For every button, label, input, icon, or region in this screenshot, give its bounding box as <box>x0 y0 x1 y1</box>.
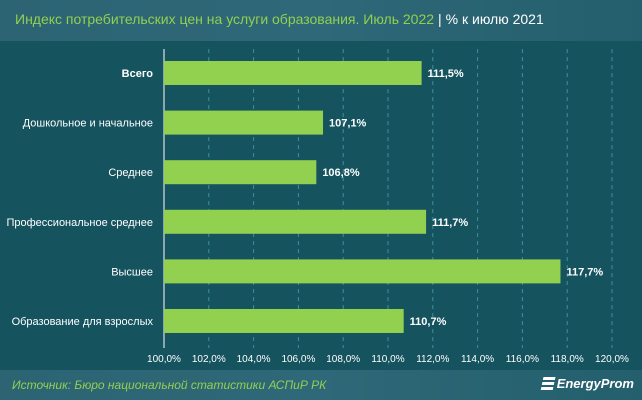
x-tick-label: 114,0% <box>461 354 494 365</box>
x-tick-label: 120,0% <box>595 354 629 365</box>
x-tick-label: 108,0% <box>326 354 360 365</box>
category-label: Дошкольное и начальное <box>23 118 153 130</box>
footer: Источник: Бюро национальной статистики А… <box>0 370 642 400</box>
bar <box>164 309 404 333</box>
title-text: Индекс потребительских цен на услуги обр… <box>15 11 435 27</box>
header: Индекс потребительских цен на услуги обр… <box>0 0 642 41</box>
category-label: Всего <box>122 68 154 80</box>
source-note: Источник: Бюро национальной статистики А… <box>12 378 327 392</box>
category-label: Профессиональное среднее <box>6 217 153 229</box>
value-label: 111,7% <box>432 217 468 229</box>
category-label: Образование для взрослых <box>12 316 154 328</box>
bar <box>164 110 324 135</box>
bar <box>164 259 561 284</box>
energyprom-logo: EnergyProm <box>540 376 634 391</box>
category-label: Высшее <box>111 266 153 278</box>
logo-icon <box>540 376 556 391</box>
x-tick-label: 116,0% <box>506 354 539 365</box>
value-label: 110,7% <box>410 316 447 328</box>
x-tick-label: 112,0% <box>416 354 449 365</box>
value-label: 117,7% <box>566 266 603 278</box>
logo-text: EnergyProm <box>556 376 634 391</box>
x-tick-label: 118,0% <box>551 354 584 365</box>
title-separator: | <box>438 11 442 27</box>
value-label: 106,8% <box>322 167 360 179</box>
bar <box>164 209 427 234</box>
category-label: Среднее <box>108 167 153 179</box>
bar-chart: 100,0% 102,0% 104,0% 106,0% 108,0% 110,0% 112,… <box>6 49 629 365</box>
x-tick-label: 110,0% <box>371 354 404 365</box>
value-label: 107,1% <box>329 118 367 130</box>
chart-title: Индекс потребительских цен на услуги обр… <box>15 11 544 27</box>
bar <box>164 61 422 85</box>
chart-subtitle: % к июлю 2021 <box>445 11 544 27</box>
x-tick-label: 104,0% <box>237 354 271 365</box>
bar <box>164 160 317 185</box>
value-label: 111,5% <box>428 68 464 80</box>
x-tick-label: 106,0% <box>281 354 315 365</box>
x-tick-label: 100,0% <box>147 354 181 365</box>
x-tick-label: 102,0% <box>192 354 226 365</box>
